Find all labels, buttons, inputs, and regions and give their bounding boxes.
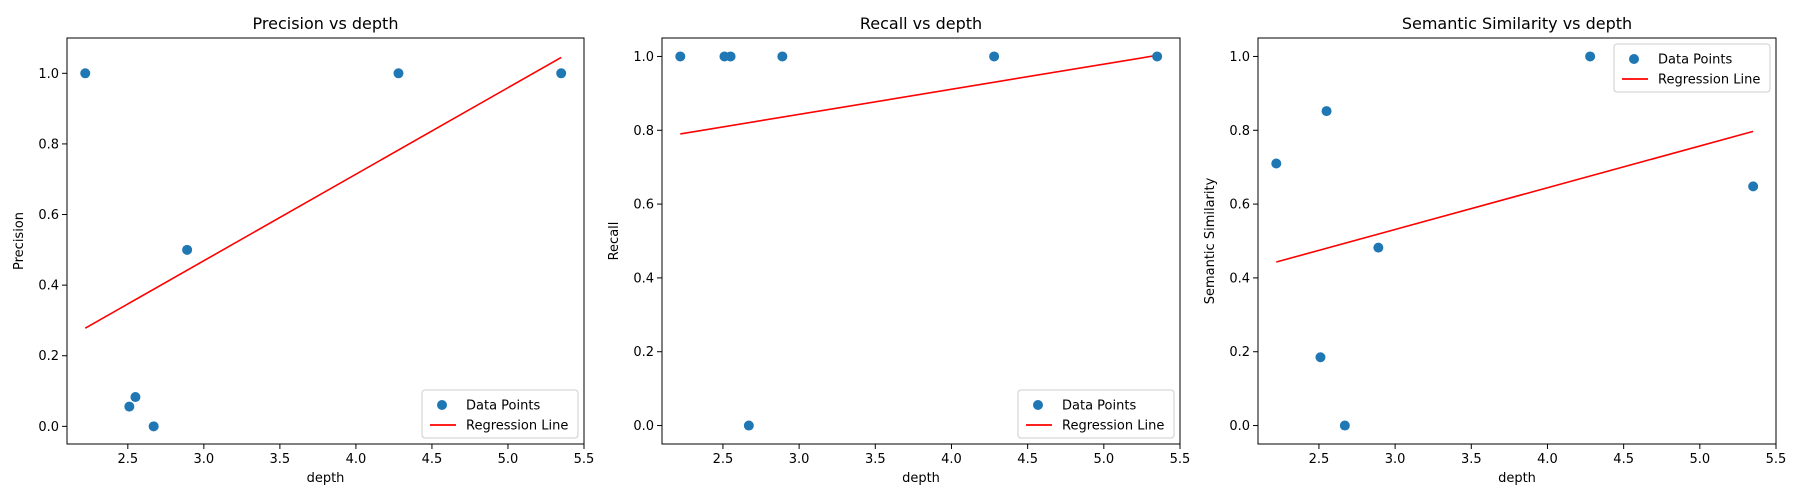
x-axis-label: depth	[1498, 471, 1536, 486]
x-tick-label: 5.5	[1766, 452, 1787, 467]
x-tick-label: 5.0	[498, 452, 519, 467]
regression-line	[1276, 130, 1754, 263]
x-tick-label: 2.5	[117, 452, 138, 467]
axes-frame	[1257, 37, 1777, 445]
chart-panel-2: Recall vs depth 2.5 3.0 3.5 4.0 4.5 5.0 5.5 0.0 0…	[607, 14, 1190, 486]
data-point	[1271, 158, 1282, 169]
y-tick-label: 0.0	[633, 419, 654, 434]
y-tick-label: 0.0	[1229, 419, 1250, 434]
legend: Data Points Regression Line	[1613, 43, 1771, 93]
data-point	[556, 68, 567, 79]
x-tick-label: 3.5	[270, 452, 291, 467]
y-tick-label: 0.0	[38, 420, 59, 435]
y-tick-label: 0.6	[633, 198, 654, 213]
data-point	[393, 68, 404, 79]
chart-title: Precision vs depth	[253, 14, 399, 33]
data-point	[1373, 242, 1384, 253]
x-tick-label: 3.0	[1385, 452, 1406, 467]
regression-line	[84, 56, 562, 329]
regression-line	[680, 54, 1158, 135]
y-tick-label: 1.0	[633, 50, 654, 65]
chart-title: Recall vs depth	[860, 14, 982, 33]
y-tick-label: 0.6	[38, 208, 59, 223]
x-tick-label: 5.0	[1689, 452, 1710, 467]
legend-label-data-points: Data Points	[1658, 53, 1732, 68]
data-point	[130, 392, 141, 403]
plot-area	[1271, 51, 1759, 431]
data-point	[1585, 51, 1596, 62]
data-point	[80, 68, 91, 79]
x-axis-label: depth	[902, 471, 940, 486]
data-point	[675, 51, 686, 62]
y-tick-label: 0.2	[633, 345, 654, 360]
data-point	[1748, 181, 1759, 192]
x-tick-label: 4.0	[1537, 452, 1558, 467]
data-point	[1152, 51, 1163, 62]
legend-box	[1017, 389, 1175, 439]
y-tick-label: 0.4	[1229, 271, 1250, 286]
legend-marker-data-points	[437, 400, 447, 410]
axes-frame	[66, 37, 585, 445]
y-tick-label: 1.0	[1229, 50, 1250, 65]
data-point	[124, 401, 135, 412]
x-tick-label: 4.5	[422, 452, 443, 467]
y-tick-label: 0.8	[1229, 124, 1250, 139]
data-point	[1321, 106, 1332, 117]
y-axis-label: Recall	[607, 222, 622, 261]
plot-area	[80, 56, 567, 432]
legend-marker-data-points	[1033, 400, 1043, 410]
y-axis-label: Semantic Similarity	[1203, 177, 1218, 304]
x-tick-label: 3.5	[865, 452, 886, 467]
x-tick-label: 4.5	[1017, 452, 1038, 467]
data-point	[989, 51, 1000, 62]
y-tick-label: 0.2	[38, 349, 59, 364]
x-tick-label: 3.0	[789, 452, 810, 467]
y-tick-label: 0.4	[633, 271, 654, 286]
legend-label-data-points: Data Points	[466, 399, 540, 414]
axes-frame	[661, 37, 1181, 445]
x-tick-label: 5.0	[1093, 452, 1114, 467]
legend-label-regression-line: Regression Line	[1062, 419, 1164, 434]
data-point	[725, 51, 736, 62]
chart-panel-1: Precision vs depth 2.5 3.0 3.5 4.0 4.5 5.0 5.5 0…	[12, 14, 594, 486]
x-tick-label: 3.0	[194, 452, 215, 467]
x-tick-label: 2.5	[713, 452, 734, 467]
x-tick-label: 2.5	[1309, 452, 1330, 467]
y-tick-label: 0.8	[38, 137, 59, 152]
legend-marker-data-points	[1629, 54, 1639, 64]
data-point	[743, 420, 754, 431]
x-tick-label: 3.5	[1461, 452, 1482, 467]
legend: Data Points Regression Line	[1017, 389, 1175, 439]
legend-label-regression-line: Regression Line	[1658, 73, 1760, 88]
data-point	[1315, 352, 1326, 363]
data-point	[148, 421, 159, 432]
y-tick-label: 1.0	[38, 67, 59, 82]
legend-label-data-points: Data Points	[1062, 399, 1136, 414]
legend-label-regression-line: Regression Line	[466, 419, 568, 434]
x-axis-label: depth	[307, 471, 345, 486]
data-point	[777, 51, 788, 62]
x-tick-label: 4.0	[346, 452, 367, 467]
legend-box	[1613, 43, 1771, 93]
x-tick-label: 5.5	[1170, 452, 1191, 467]
data-point	[1339, 420, 1350, 431]
x-tick-label: 4.5	[1613, 452, 1634, 467]
chart-title: Semantic Similarity vs depth	[1402, 14, 1632, 33]
y-axis-label: Precision	[12, 212, 27, 270]
legend-box	[421, 389, 579, 439]
y-tick-label: 0.4	[38, 279, 59, 294]
y-tick-label: 0.8	[633, 124, 654, 139]
y-tick-label: 0.2	[1229, 345, 1250, 360]
y-tick-label: 0.6	[1229, 198, 1250, 213]
data-point	[182, 244, 193, 255]
x-tick-label: 4.0	[941, 452, 962, 467]
legend: Data Points Regression Line	[421, 389, 579, 439]
chart-panel-3: Semantic Similarity vs depth 2.5 3.0 3.5 4.0…	[1203, 14, 1786, 486]
x-tick-label: 5.5	[574, 452, 595, 467]
plot-area	[675, 51, 1163, 431]
